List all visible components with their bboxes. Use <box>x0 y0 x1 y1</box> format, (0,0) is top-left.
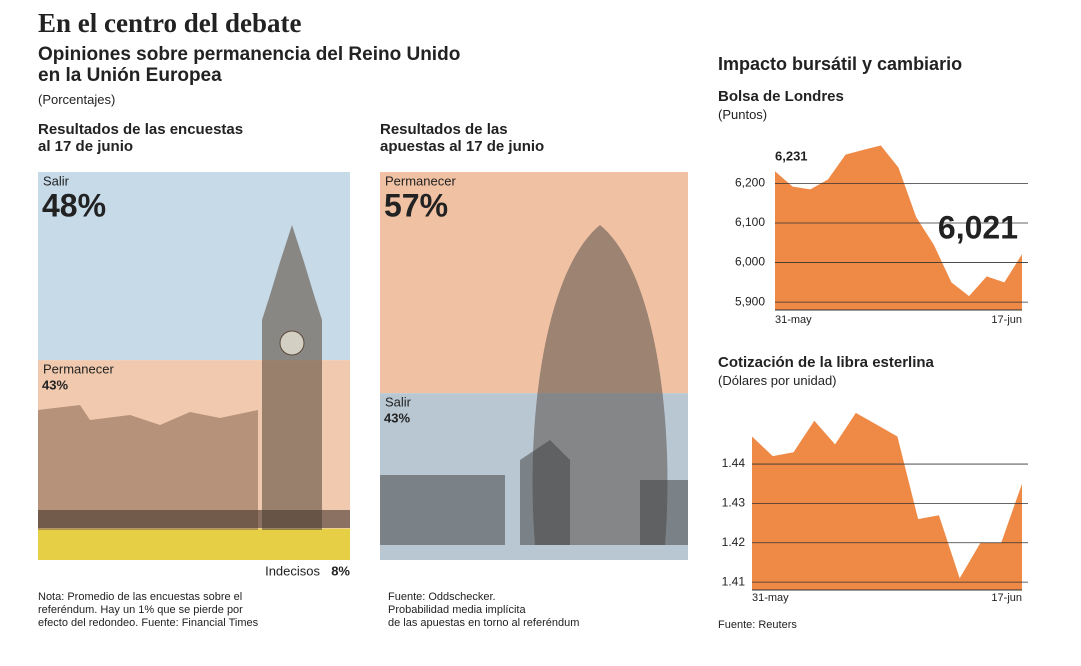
value-label: 6,231 <box>775 149 808 164</box>
note: Nota: Promedio de las encuestas sobre el… <box>38 591 259 629</box>
city-blocks <box>380 440 688 545</box>
panel-title: Resultados de las apuestas al 17 de juni… <box>380 121 545 155</box>
y-tick-label: 6,100 <box>735 215 765 229</box>
value-label: 48% <box>42 187 106 223</box>
title: En el centro del debate <box>38 8 302 38</box>
segment <box>38 528 350 560</box>
value-label: 57% <box>384 187 448 223</box>
chart-unit: (Puntos) <box>718 107 768 122</box>
value-label: 43% <box>42 378 68 393</box>
chart-title: Cotización de la libra esterlina <box>718 354 934 371</box>
x-tick-label: 31-may <box>752 592 789 604</box>
panel-title: Resultados de las encuestas al 17 de jun… <box>38 121 244 155</box>
building-silhouette <box>38 405 258 530</box>
chart-unit: (Dólares por unidad) <box>718 373 837 388</box>
x-tick-label: 31-may <box>775 314 812 326</box>
category-label: Salir <box>385 395 412 410</box>
clock-tower <box>262 225 322 530</box>
source: Fuente: Reuters <box>718 619 797 631</box>
y-tick-label: 1.44 <box>722 456 746 470</box>
category-label: Permanecer <box>43 362 114 377</box>
y-tick-label: 1.41 <box>722 574 746 588</box>
y-tick-label: 1.42 <box>722 535 746 549</box>
area <box>752 412 1022 590</box>
clock-face <box>279 330 305 356</box>
value-label: 6,021 <box>938 210 1018 246</box>
y-tick-label: 5,900 <box>735 294 765 308</box>
x-tick-label: 17-jun <box>991 592 1022 604</box>
section-title: Impacto bursátil y cambiario <box>718 54 963 74</box>
area <box>775 145 1022 310</box>
value-label: 43% <box>384 411 410 426</box>
value-label: 8% <box>331 563 350 578</box>
category-label: Salir <box>43 173 70 188</box>
note: Fuente: Oddschecker. Probabilidad media … <box>388 591 580 629</box>
y-tick-label: 1.43 <box>722 496 746 510</box>
y-tick-label: 6,000 <box>735 255 765 269</box>
unit: (Porcentajes) <box>38 92 116 107</box>
y-tick-label: 6,200 <box>735 176 765 190</box>
x-tick-label: 17-jun <box>991 314 1022 326</box>
bridge <box>38 510 350 528</box>
category-label: Permanecer <box>385 173 456 188</box>
chart-title: Bolsa de Londres <box>718 88 844 105</box>
category-label: Indecisos <box>265 563 320 578</box>
subtitle: Opiniones sobre permanencia del Reino Un… <box>38 44 461 86</box>
